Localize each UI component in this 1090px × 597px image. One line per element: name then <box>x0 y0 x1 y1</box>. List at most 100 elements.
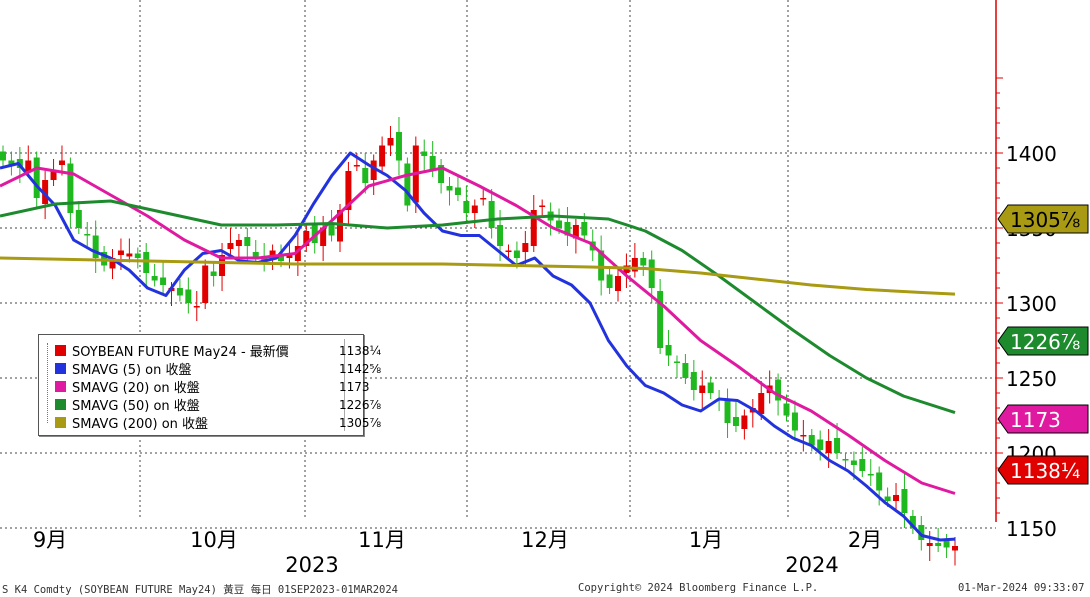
candle-body <box>370 160 377 180</box>
price-axis: 115012001250130013501400 <box>995 0 1057 541</box>
moving-average-line <box>0 151 956 542</box>
legend-label: SMAVG (50) on 收盤 <box>72 399 200 414</box>
price-tag <box>997 326 1089 356</box>
candle-body <box>859 459 866 471</box>
legend-row-price[interactable]: SOYBEAN FUTURE May24 - 最新價 <box>47 342 292 360</box>
candle-body <box>25 160 32 171</box>
candle-body <box>33 157 40 198</box>
candle-body <box>117 250 124 255</box>
candle-body <box>126 253 133 257</box>
axis-tick-label: 1250 <box>1006 367 1057 391</box>
candle-body <box>446 186 453 191</box>
candle-body <box>539 205 546 207</box>
legend-label: SMAVG (200) on 收盤 <box>72 417 209 432</box>
candle-body <box>438 165 445 183</box>
candle-body <box>109 258 116 269</box>
candle-body <box>615 276 622 291</box>
footer-copyright: Copyright© 2024 Bloomberg Finance L.P. <box>578 582 819 594</box>
candle-body <box>286 255 293 258</box>
price-tags: 1305⅞ 1226⅞ 1173 1138¼ <box>997 204 1089 485</box>
moving-average-line <box>0 166 956 495</box>
candle-body <box>471 205 478 213</box>
candle-body <box>598 250 605 281</box>
candle-body <box>58 160 65 165</box>
candle-body <box>84 234 91 236</box>
legend-row-sma20[interactable]: SMAVG (20) on 收盤 <box>47 378 292 396</box>
candle-body <box>842 459 849 461</box>
month-label: 12月 <box>521 528 569 552</box>
legend-box: SOYBEAN FUTURE May24 - 最新價 1138¼ SMAVG (… <box>38 334 381 436</box>
candle-body <box>673 361 680 363</box>
candle-body <box>775 379 782 401</box>
candle-body <box>278 253 285 261</box>
legend-row-sma200[interactable]: SMAVG (200) on 收盤 <box>47 414 292 432</box>
legend-swatch <box>55 345 66 356</box>
candle-body <box>783 403 790 416</box>
candle-body <box>362 168 369 183</box>
legend-value: 1226⅞ <box>339 398 382 412</box>
candle-body <box>556 220 563 228</box>
price-tag-label: 1226⅞ <box>1010 330 1080 354</box>
candle-body <box>867 474 874 476</box>
legend-row-sma50[interactable]: SMAVG (50) on 收盤 <box>47 396 292 414</box>
candle-body <box>522 243 529 252</box>
candle-body <box>480 198 487 200</box>
candle-body <box>42 180 49 204</box>
price-tag <box>997 455 1089 485</box>
candle-body <box>926 543 933 546</box>
candle-body <box>631 258 638 272</box>
candlesticks <box>0 117 958 566</box>
price-tag-label: 1173 <box>1010 408 1061 432</box>
candle-body <box>791 412 798 431</box>
candle-body <box>244 237 251 246</box>
candle-body <box>303 231 310 246</box>
candle-body <box>269 250 276 255</box>
candle-body <box>235 240 242 246</box>
candle-body <box>884 496 891 501</box>
candle-body <box>379 145 386 167</box>
candle-body <box>160 277 167 285</box>
candle-body <box>530 210 537 246</box>
candle-body <box>724 400 731 423</box>
month-label: 2月 <box>848 528 882 552</box>
candle-body <box>572 225 579 239</box>
candle-body <box>901 489 908 513</box>
axis-tick-label: 1300 <box>1006 292 1057 316</box>
legend-row-sma5[interactable]: SMAVG (5) on 收盤 <box>47 360 292 378</box>
candle-body <box>640 258 647 266</box>
candle-body <box>825 441 832 453</box>
candle-body <box>345 171 352 210</box>
candle-body <box>387 138 394 146</box>
candle-body <box>210 271 217 276</box>
month-label: 10月 <box>190 528 238 552</box>
candle-body <box>850 460 857 465</box>
date-axis-labels: 9月 10月 11月 12月 1月 2月 2023 2024 <box>33 528 882 577</box>
candle-body <box>336 210 343 242</box>
candle-body <box>606 274 613 288</box>
candle-body <box>581 222 588 236</box>
candle-body <box>463 201 470 213</box>
legend-label: SMAVG (5) on 收盤 <box>72 363 192 378</box>
moving-average-line <box>0 256 956 296</box>
candle-body <box>943 540 950 548</box>
candle-body <box>353 165 360 167</box>
candle-body <box>143 252 150 273</box>
candle-body <box>395 132 402 161</box>
month-label: 11月 <box>358 528 406 552</box>
candle-body <box>505 250 512 252</box>
legend-label: SMAVG (20) on 收盤 <box>72 381 200 396</box>
year-label: 2024 <box>785 553 838 577</box>
legend-swatch <box>55 363 66 374</box>
legend-tree-line <box>47 343 54 423</box>
candle-body <box>817 439 824 450</box>
candle-body <box>219 255 226 276</box>
price-tag <box>997 404 1089 434</box>
candle-body <box>176 288 183 296</box>
candle-body <box>421 151 428 156</box>
candle-body <box>67 163 74 213</box>
legend-value-separator <box>344 339 345 431</box>
candle-body <box>893 495 900 501</box>
candle-body <box>227 243 234 249</box>
candle-body <box>328 225 335 236</box>
candle-body <box>935 543 942 546</box>
